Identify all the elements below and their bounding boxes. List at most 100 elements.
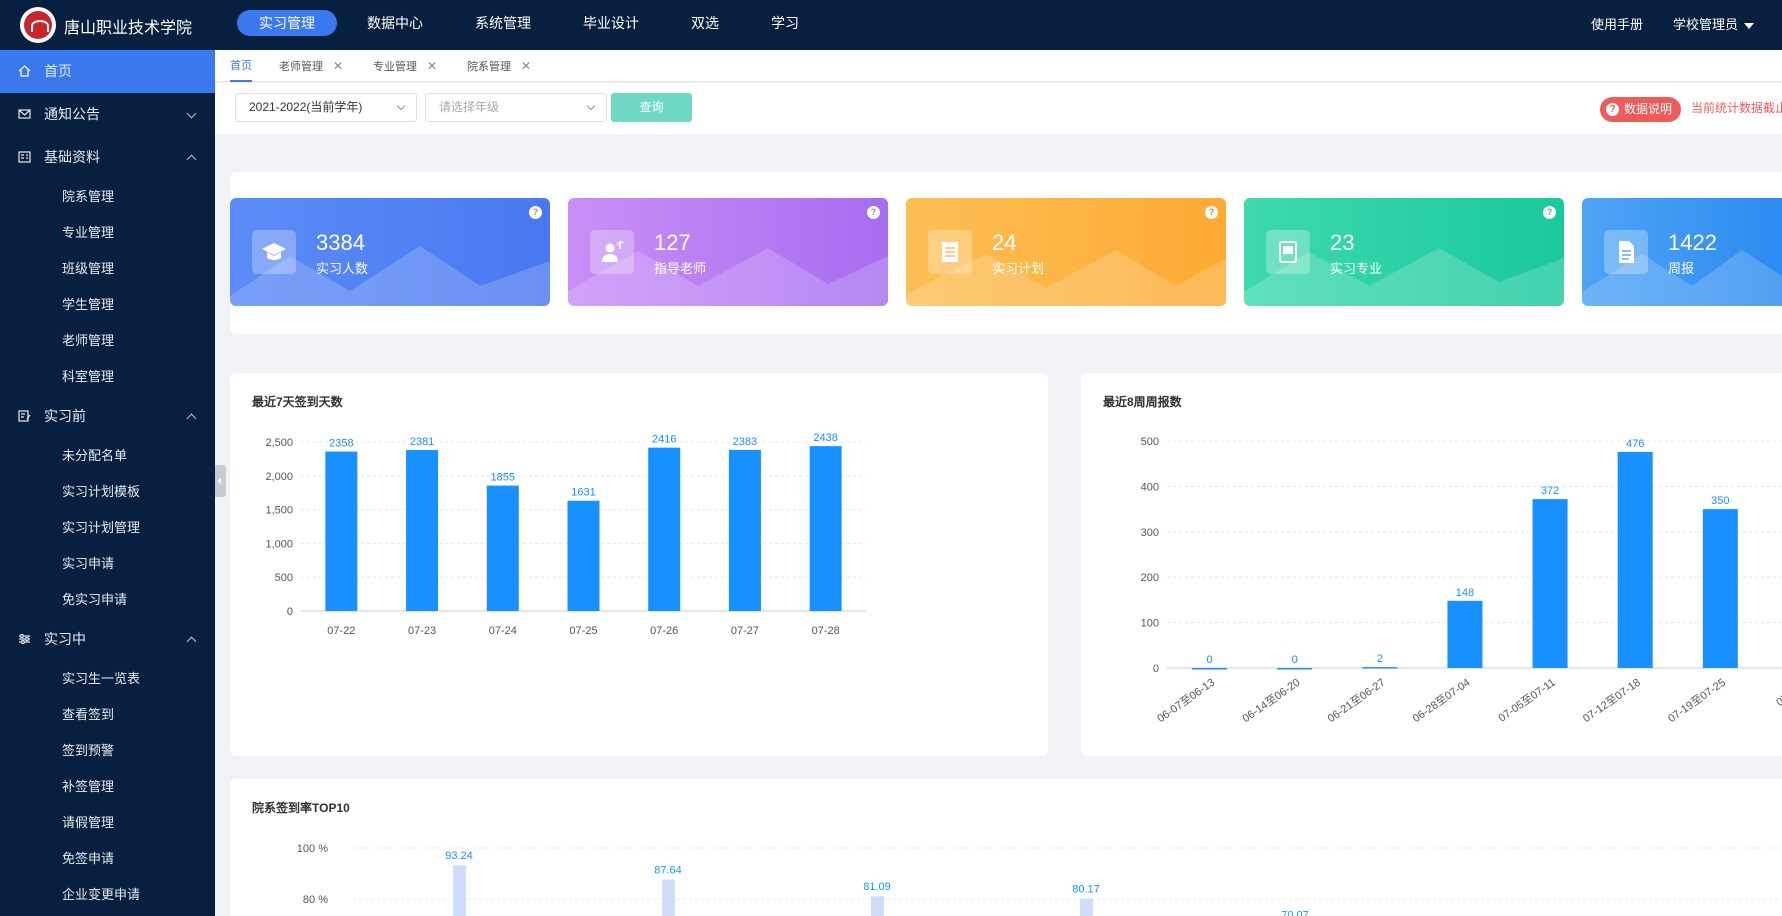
sidebar-item-majors[interactable]: 专业管理 [62,225,115,240]
sidebar-group-notice[interactable]: 通知公告 [0,93,215,136]
bar-value-label: 93.24 [445,850,473,862]
nav-graduation-design[interactable]: 毕业设计 [583,15,639,31]
sidebar-item-exemption-application[interactable]: 免实习申请 [62,592,128,607]
nav-internship-management[interactable]: 实习管理 [237,10,337,36]
close-icon[interactable]: ✕ [427,59,438,73]
bar-value-label: 70.07 [1281,909,1309,916]
chevron-down-icon [586,101,596,111]
sidebar-item-company-change[interactable]: 企业变更申请 [62,887,141,902]
sidebar-item-unassigned[interactable]: 未分配名单 [62,448,128,463]
sidebar-item-sections[interactable]: 科室管理 [62,369,115,384]
chart-bar [662,879,675,916]
stat-cutoff-note: 当前统计数据截止 [1691,101,1782,115]
user-menu[interactable]: 学校管理员 [1673,14,1754,33]
help-icon[interactable]: ? [1205,206,1218,219]
chevron-up-icon [186,154,197,165]
chart-title: 最近8周周报数 [1103,395,1182,409]
department-checkin-top10-panel: 院系签到率TOP10 80 % 100 % 93.24 87.64 81.09 80.17… [230,779,1782,916]
stat-label: 实习专业 [1330,261,1383,276]
sidebar-item-home[interactable]: 首页 [0,50,215,93]
sidebar-item-view-checkin[interactable]: 查看签到 [62,707,115,722]
stat-card-weekly-reports: 1422 周报 [1582,198,1782,306]
nav-system-management[interactable]: 系统管理 [475,15,531,31]
sidebar-item-checkin-exemption[interactable]: 免签申请 [62,851,115,866]
x-tick-label: 06-07至06-13 [1155,677,1217,725]
data-description-button[interactable]: ? 数据说明 [1600,97,1682,122]
stat-label: 指导老师 [654,261,707,276]
sidebar-group-during-internship[interactable]: 实习中 [0,618,215,661]
book-icon [1266,230,1310,274]
help-icon[interactable]: ? [1543,206,1556,219]
help-icon[interactable]: ? [529,206,542,219]
y-tick-label: 100 [1141,618,1159,630]
tab-teachers[interactable]: 老师管理 ✕ [279,50,343,82]
user-name: 学校管理员 [1672,17,1738,32]
sidebar-item-plan-template[interactable]: 实习计划模板 [62,484,141,499]
sidebar-item-plan-management[interactable]: 实习计划管理 [62,520,141,535]
sidebar: 首页 通知公告 基础资料 院系管理 专业管理 班级管理 学生管理 老师管理 科室… [0,50,215,916]
sidebar-item-teachers[interactable]: 老师管理 [62,333,115,348]
sidebar-group-pre-internship[interactable]: 实习前 [0,395,215,438]
x-tick-label: 07-23 [408,625,436,637]
sidebar-item-leave-management[interactable]: 请假管理 [62,815,115,830]
chart-bar [406,450,439,611]
x-tick-label: 07-05至07-11 [1496,677,1557,725]
stat-card-instructors: 127 指导老师 ? [568,198,888,306]
y-tick-label: 1,500 [265,505,293,517]
bar-value-label: 148 [1456,587,1474,599]
question-icon: ? [1606,103,1619,116]
sidebar-item-label: 通知公告 [44,106,100,122]
y-tick-label: 300 [1141,527,1159,539]
checkin-days-panel: 最近7天签到天数 0 500 1,000 1,500 2,000 2,500 2358 07-… [230,373,1048,756]
x-tick-label: 07-19至07-25 [1666,677,1728,725]
wave-decoration [1244,248,1564,306]
sidebar-collapse-handle[interactable] [215,465,226,497]
sidebar-item-label: 基础资料 [44,149,100,165]
user-manual-link[interactable]: 使用手册 [1590,17,1643,32]
nav-data-center[interactable]: 数据中心 [367,15,423,31]
data-description-label: 数据说明 [1624,102,1673,116]
sidebar-item-checkin-warning[interactable]: 签到预警 [62,743,115,758]
sidebar-item-classes[interactable]: 班级管理 [62,261,115,276]
chevron-up-icon [186,636,197,647]
graduation-cap-icon [252,230,296,274]
sidebar-item-students[interactable]: 学生管理 [62,297,115,312]
chart-bar [1362,667,1398,669]
close-icon[interactable]: ✕ [521,59,532,73]
query-button[interactable]: 查询 [611,93,692,122]
sidebar-item-intern-list[interactable]: 实习生一览表 [62,671,141,686]
stat-card-plans: 24 实习计划 ? [906,198,1226,306]
x-tick-label: 07-25 [569,625,597,637]
nav-mutual-selection[interactable]: 双选 [691,15,719,31]
sidebar-group-basic[interactable]: 基础资料 [0,136,215,179]
sidebar-item-makeup-checkin[interactable]: 补签管理 [62,779,115,794]
tab-departments[interactable]: 院系管理 ✕ [467,50,531,82]
x-tick-label: 07-28 [812,625,840,637]
sidebar-item-departments[interactable]: 院系管理 [62,189,115,204]
mail-icon [18,109,31,119]
top-right-menu: 使用手册 学校管理员 [1561,14,1754,33]
y-tick-label: 2,000 [265,471,293,483]
nav-learning[interactable]: 学习 [771,15,799,31]
academic-year-select[interactable]: 2021-2022(当前学年) [235,93,417,122]
stat-label: 实习人数 [316,261,369,276]
tab-home[interactable]: 首页 [230,50,252,82]
filter-bar: 2021-2022(当前学年) 请选择年级 查询 ? 数据说明 当前统计数据截止 [215,83,1782,134]
y-tick-label: 100 % [297,843,328,855]
sidebar-item-internship-application[interactable]: 实习申请 [62,556,115,571]
tab-label: 首页 [230,60,252,72]
x-tick-label: 06-21至06-27 [1326,677,1388,725]
chevron-down-icon [396,101,406,111]
close-icon[interactable]: ✕ [333,59,344,73]
help-icon[interactable]: ? [867,206,880,219]
weekly-reports-chart: 0 100 200 300 400 500 0 06-07至06-13 0 06-14至06-20… [1141,436,1782,725]
bar-value-label: 81.09 [863,881,891,893]
stat-label: 实习计划 [992,261,1045,276]
bar-value-label: 1631 [571,487,595,499]
stat-card-majors: 23 实习专业 ? [1244,198,1564,306]
grade-select[interactable]: 请选择年级 [425,93,607,122]
x-tick-label: 07-26至 [1774,677,1782,709]
bar-value-label: 80.17 [1072,884,1100,896]
stat-card-interns: 3384 实习人数 ? [230,198,550,306]
tab-majors[interactable]: 专业管理 ✕ [373,50,437,82]
